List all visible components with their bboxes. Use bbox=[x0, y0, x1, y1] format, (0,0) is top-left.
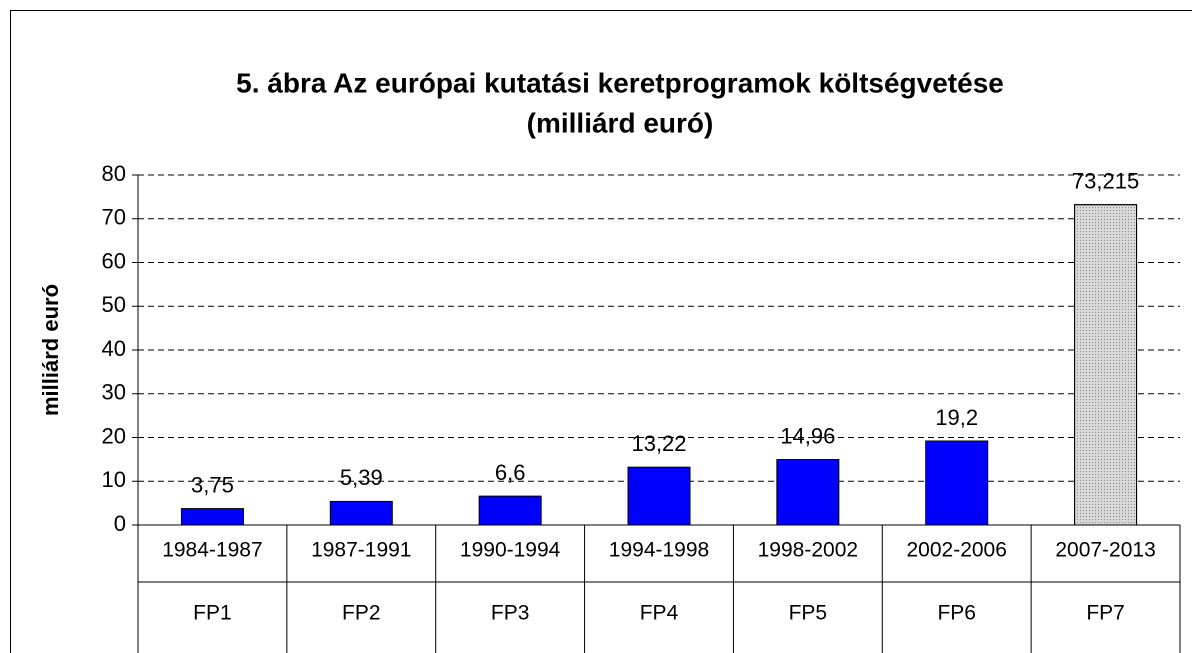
chart-title: 5. ábra Az európai kutatási keretprogram… bbox=[236, 67, 1004, 98]
bar bbox=[329, 500, 393, 526]
x-group-label: FP2 bbox=[342, 602, 381, 625]
bar-pattern bbox=[1074, 204, 1138, 526]
x-group-label: FP5 bbox=[789, 602, 828, 625]
y-tick-label: 80 bbox=[102, 161, 126, 186]
x-group-label: FP7 bbox=[1086, 602, 1125, 625]
x-tick-label: 1994-1998 bbox=[609, 539, 709, 562]
y-tick-label: 20 bbox=[102, 423, 126, 448]
value-label: 73,215 bbox=[1072, 168, 1139, 193]
y-tick-label: 30 bbox=[102, 380, 126, 405]
value-label: 13,22 bbox=[631, 431, 686, 456]
y-tick-label: 60 bbox=[102, 248, 126, 273]
x-group-label: FP3 bbox=[491, 602, 530, 625]
x-tick-label: 2002-2006 bbox=[906, 539, 1006, 562]
x-group-label: FP4 bbox=[640, 602, 679, 625]
y-tick-label: 0 bbox=[114, 511, 126, 536]
value-label: 3,75 bbox=[191, 472, 234, 497]
value-label: 6,6 bbox=[495, 460, 526, 485]
value-label: 14,96 bbox=[780, 423, 835, 448]
bar bbox=[925, 440, 989, 526]
x-tick-label: 1990-1994 bbox=[460, 539, 561, 562]
bar bbox=[180, 508, 244, 526]
y-tick-label: 70 bbox=[102, 205, 126, 230]
chart-frame bbox=[10, 10, 1192, 653]
y-axis-label: milliárd euró bbox=[38, 284, 63, 416]
y-tick-label: 40 bbox=[102, 336, 126, 361]
x-group-label: FP1 bbox=[193, 602, 232, 625]
x-tick-label: 1998-2002 bbox=[758, 539, 858, 562]
bar bbox=[478, 495, 542, 526]
value-label: 5,39 bbox=[340, 465, 383, 490]
x-group-label: FP6 bbox=[937, 602, 976, 625]
x-tick-label: 1984-1987 bbox=[162, 539, 262, 562]
chart-title: (milliárd euró) bbox=[527, 107, 714, 138]
bar bbox=[627, 466, 691, 526]
bar bbox=[776, 459, 840, 526]
y-tick-label: 10 bbox=[102, 467, 126, 492]
x-tick-label: 2007-2013 bbox=[1055, 539, 1155, 562]
value-label: 19,2 bbox=[935, 405, 978, 430]
x-tick-label: 1987-1991 bbox=[311, 539, 411, 562]
y-tick-label: 50 bbox=[102, 292, 126, 317]
